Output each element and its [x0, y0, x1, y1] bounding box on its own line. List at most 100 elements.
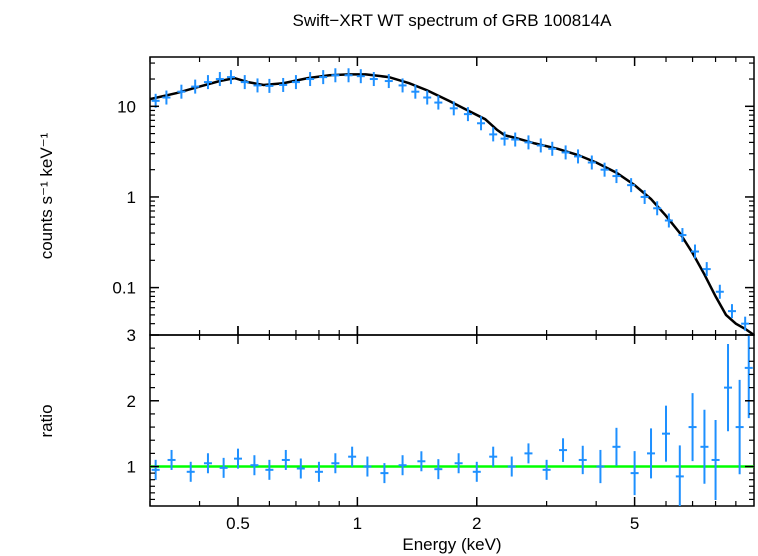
spectrum-data-point — [500, 131, 509, 146]
spectrum-data-point — [463, 107, 472, 122]
ratio-data-point — [612, 427, 621, 466]
spectrum-data-point — [253, 78, 262, 93]
ratio-data-point — [314, 461, 323, 482]
ratio-data-point — [167, 449, 176, 470]
spectrum-data-point — [691, 244, 700, 259]
spectrum-data-point — [203, 75, 212, 90]
ratio-data-point — [675, 445, 684, 506]
y-tick-label: 1 — [127, 188, 136, 207]
spectrum-data-point — [741, 316, 750, 331]
spectrum-data-point — [423, 90, 432, 105]
spectrum-data-point — [524, 135, 533, 150]
ratio-data-point — [398, 455, 407, 476]
ratio-data-point — [578, 445, 587, 475]
ratio-data-point — [542, 459, 551, 480]
spectrum-data-point — [612, 169, 621, 184]
ratio-data-point — [203, 453, 212, 474]
spectrum-data-point — [191, 79, 200, 94]
spectrum-data-point — [600, 162, 609, 177]
ratio-data-point — [219, 457, 228, 478]
spectrum-data-point — [489, 127, 498, 142]
ratio-data-point — [331, 453, 340, 474]
ratio-data-point — [417, 451, 426, 472]
spectrum-data-point — [291, 75, 300, 90]
spectrum-data-point — [411, 84, 420, 99]
ratio-data-point — [233, 448, 242, 469]
spectrum-data-point — [727, 304, 736, 319]
spectrum-data-point — [640, 189, 649, 204]
ratio-data-point — [524, 443, 533, 464]
spectrum-data-point — [344, 68, 353, 83]
ratio-y-axis-label: ratio — [37, 404, 56, 437]
ratio-data-point — [151, 459, 160, 480]
spectrum-data-point — [702, 262, 711, 277]
spectrum-data-point — [715, 284, 724, 299]
ratio-data-point — [186, 461, 195, 482]
spectrum-data-point — [536, 138, 545, 153]
spectrum-data-point — [653, 201, 662, 216]
ratio-data-point — [348, 446, 357, 467]
spectrum-data-point — [215, 72, 224, 87]
ratio-data-point — [724, 344, 733, 432]
ratio-data-point — [434, 459, 443, 480]
x-tick-label: 1 — [353, 514, 362, 533]
y-tick-label: 0.1 — [112, 279, 136, 298]
spectrum-data-point — [240, 75, 249, 90]
spectrum-data-point — [449, 101, 458, 116]
ratio-data-layer — [151, 335, 753, 506]
spectrum-data-point — [265, 78, 274, 93]
energy-x-axis: 0.5 1 2 5 — [149, 57, 737, 533]
ratio-data-point — [380, 463, 389, 484]
spectrum-data-point — [279, 77, 288, 92]
ratio-data-point — [472, 461, 481, 482]
spectrum-panel-frame — [149, 56, 755, 336]
spectrum-data-point — [511, 132, 520, 147]
ratio-data-point — [662, 405, 671, 462]
ratio-panel-frame — [149, 334, 755, 507]
spectrum-data-point — [319, 70, 328, 85]
ratio-data-point — [744, 335, 753, 419]
spectrum-data-point — [356, 69, 365, 84]
model-curve-layer — [149, 73, 755, 337]
spectrum-data-point — [587, 155, 596, 170]
ratio-data-point — [489, 446, 498, 467]
spectrum-data-point — [574, 149, 583, 164]
spectrum-data-point — [151, 93, 160, 108]
spectrum-data-point — [477, 116, 486, 131]
ratio-data-point — [630, 451, 639, 496]
ratio-data-point — [711, 419, 720, 500]
y-tick-label: 10 — [117, 97, 136, 116]
spectrum-data-layer — [151, 68, 750, 331]
spectrum-panel: 0.1 1 10 counts s⁻¹ keV⁻¹ — [37, 56, 755, 337]
ratio-data-point — [296, 458, 305, 479]
spectrum-data-point — [548, 141, 557, 156]
chart-title: Swift−XRT WT spectrum of GRB 100814A — [293, 11, 613, 30]
spectrum-y-axis-label: counts s⁻¹ keV⁻¹ — [37, 132, 56, 259]
spectrum-y-axis: 0.1 1 10 — [112, 62, 754, 325]
x-tick-label: 0.5 — [226, 514, 250, 533]
ratio-data-point — [265, 459, 274, 480]
ratio-data-point — [735, 379, 744, 475]
spectrum-data-point — [678, 228, 687, 243]
ratio-data-point — [647, 428, 656, 479]
ratio-tick-label: 1 — [127, 458, 136, 477]
spectrum-data-point — [627, 178, 636, 193]
x-axis-label: Energy (keV) — [402, 535, 501, 554]
spectrum-data-point — [162, 90, 171, 105]
ratio-data-point — [559, 438, 568, 462]
ratio-data-point — [700, 409, 709, 484]
ratio-data-point — [596, 449, 605, 484]
spectrum-data-point — [369, 72, 378, 87]
ratio-data-point — [250, 455, 259, 476]
spectrum-data-point — [306, 72, 315, 87]
ratio-data-point — [363, 456, 372, 477]
ratio-y-axis: 1 2 3 — [127, 326, 754, 501]
ratio-tick-label: 3 — [127, 326, 136, 345]
ratio-tick-label: 2 — [127, 392, 136, 411]
spectrum-data-point — [561, 145, 570, 160]
ratio-data-point — [507, 456, 516, 477]
ratio-data-point — [281, 449, 290, 470]
ratio-data-point — [454, 453, 463, 474]
x-tick-label: 2 — [472, 514, 481, 533]
